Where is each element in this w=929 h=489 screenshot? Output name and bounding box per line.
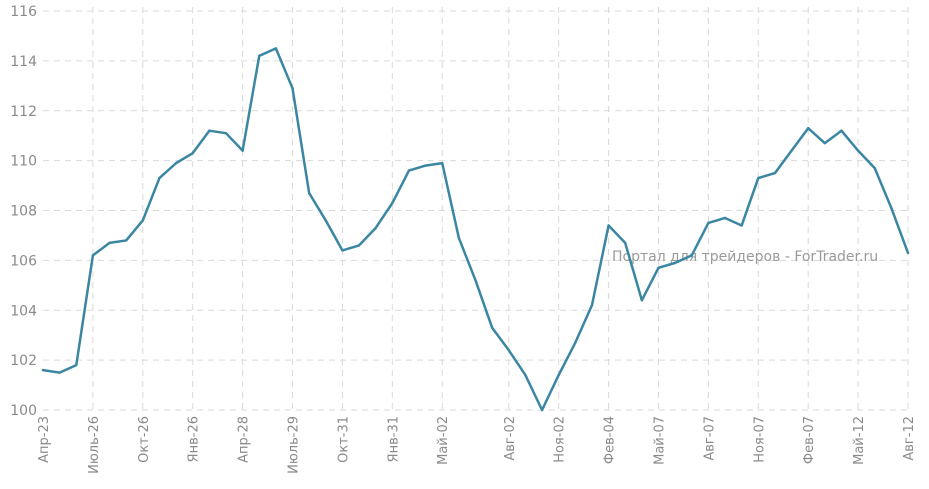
y-tick-label: 100: [10, 403, 37, 419]
data-point: [208, 129, 211, 132]
x-tick-label: Июль-26: [87, 416, 102, 474]
data-point: [75, 363, 78, 367]
x-tick-label: Авг-02: [503, 416, 518, 461]
watermark-text: Портал для трейдеров - ForTrader.ru: [612, 249, 878, 265]
data-point: [91, 254, 95, 257]
x-tick-label: Май-12: [852, 416, 867, 465]
data-point: [374, 226, 377, 230]
data-point: [624, 241, 627, 245]
data-point: [906, 251, 910, 255]
grid: [43, 7, 912, 411]
data-point: [690, 254, 693, 257]
x-tick-label: Ноя-02: [553, 416, 568, 463]
data-point: [457, 236, 461, 240]
data-point: [141, 219, 145, 222]
x-tick-label: Фев-07: [802, 416, 817, 464]
data-point: [291, 87, 294, 90]
data-point: [274, 47, 278, 50]
data-point: [890, 206, 893, 210]
data-point: [507, 348, 510, 352]
data-point: [324, 219, 327, 222]
data-point: [474, 279, 477, 282]
data-point: [840, 129, 843, 132]
data-point: [673, 261, 677, 265]
data-point: [757, 176, 760, 180]
x-tick-label: Июль-29: [287, 416, 302, 474]
x-tick-label: Янв-26: [187, 416, 202, 462]
x-tick-label: Ноя-07: [752, 416, 767, 463]
y-tick-label: 106: [10, 253, 37, 269]
data-point: [391, 201, 394, 205]
data-point: [806, 127, 810, 130]
data-point: [873, 166, 876, 170]
y-axis-ticks: 100 102 104 106 108 110 112 114 116: [10, 4, 37, 419]
y-tick-label: 110: [10, 154, 37, 170]
data-point: [790, 149, 793, 152]
y-tick-label: 104: [10, 303, 37, 319]
data-point: [357, 244, 361, 247]
x-tick-label: Окт-26: [137, 416, 152, 463]
data-point: [174, 161, 178, 165]
data-point: [590, 304, 594, 307]
data-point: [823, 141, 827, 145]
data-point: [640, 299, 644, 302]
y-tick-label: 116: [10, 4, 37, 20]
data-point: [241, 149, 244, 152]
data-point: [773, 171, 777, 175]
data-point: [723, 216, 727, 220]
x-tick-label: Авг-12: [902, 416, 917, 461]
y-tick-label: 112: [10, 104, 37, 120]
data-point: [607, 224, 610, 227]
data-point: [740, 224, 743, 227]
data-point: [341, 249, 344, 252]
data-point: [856, 149, 860, 152]
data-point: [524, 373, 527, 377]
x-tick-label: Янв-31: [386, 416, 401, 462]
data-point: [158, 176, 161, 180]
data-point: [557, 373, 560, 377]
x-tick-label: Апр-23: [37, 416, 52, 463]
data-point: [490, 326, 494, 329]
x-tick-label: Май-07: [652, 416, 667, 465]
data-point: [258, 54, 261, 58]
data-point: [108, 241, 111, 245]
x-tick-label: Окт-31: [336, 416, 351, 463]
series-line: [41, 47, 910, 412]
data-point: [657, 266, 660, 270]
x-tick-label: Апр-28: [237, 416, 252, 463]
data-point: [574, 341, 577, 344]
data-point: [41, 368, 45, 372]
y-tick-label: 108: [10, 204, 37, 220]
data-point: [407, 169, 411, 172]
data-point: [424, 164, 427, 167]
y-tick-label: 102: [10, 353, 37, 369]
data-point: [307, 191, 311, 195]
data-point: [540, 408, 544, 412]
x-tick-label: Фев-04: [603, 416, 618, 464]
x-axis-ticks: Апр-23 Июль-26 Окт-26 Янв-26 Апр-28 Июль-29 Ок…: [37, 416, 917, 474]
data-point: [191, 151, 194, 155]
data-point: [224, 131, 228, 135]
data-point: [58, 371, 61, 374]
data-point: [441, 161, 444, 165]
series: [41, 47, 910, 412]
x-tick-label: Май-02: [436, 416, 451, 465]
y-tick-label: 114: [10, 54, 37, 70]
x-tick-label: Авг-07: [702, 416, 717, 461]
data-point: [707, 221, 710, 225]
data-point: [124, 239, 128, 242]
